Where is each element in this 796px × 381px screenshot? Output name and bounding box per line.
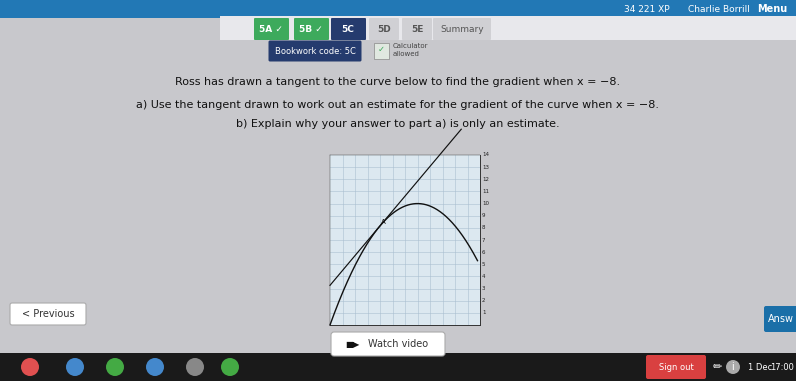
Text: 5D: 5D bbox=[377, 24, 391, 34]
FancyBboxPatch shape bbox=[646, 355, 706, 379]
FancyBboxPatch shape bbox=[331, 332, 445, 356]
FancyBboxPatch shape bbox=[764, 306, 796, 332]
Text: 11: 11 bbox=[482, 189, 489, 194]
Text: 5E: 5E bbox=[411, 24, 423, 34]
Text: ■▶: ■▶ bbox=[345, 339, 359, 349]
Text: 10: 10 bbox=[482, 201, 489, 206]
FancyBboxPatch shape bbox=[331, 18, 366, 40]
Text: 5A ✓: 5A ✓ bbox=[259, 24, 283, 34]
Text: Watch video: Watch video bbox=[368, 339, 428, 349]
Text: 12: 12 bbox=[482, 177, 489, 182]
Text: Ross has drawn a tangent to the curve below to find the gradient when x = −8.: Ross has drawn a tangent to the curve be… bbox=[175, 77, 621, 87]
FancyBboxPatch shape bbox=[402, 18, 432, 40]
Bar bbox=[0, 0, 796, 18]
Circle shape bbox=[186, 358, 204, 376]
Text: ✏: ✏ bbox=[712, 362, 722, 372]
Text: b) Explain why your answer to part a) is only an estimate.: b) Explain why your answer to part a) is… bbox=[236, 119, 560, 129]
Bar bbox=[220, 16, 796, 40]
Text: 14: 14 bbox=[482, 152, 489, 157]
Circle shape bbox=[106, 358, 124, 376]
Text: Calculator
allowed: Calculator allowed bbox=[393, 43, 428, 57]
Text: < Previous: < Previous bbox=[21, 309, 74, 319]
Bar bbox=[330, 155, 480, 325]
Text: Summary: Summary bbox=[440, 24, 484, 34]
Text: 1: 1 bbox=[482, 311, 486, 315]
Text: Answ: Answ bbox=[768, 314, 794, 324]
Text: 5B ✓: 5B ✓ bbox=[299, 24, 323, 34]
Circle shape bbox=[221, 358, 239, 376]
Text: i: i bbox=[732, 362, 735, 372]
Text: a) Use the tangent drawn to work out an estimate for the gradient of the curve w: a) Use the tangent drawn to work out an … bbox=[136, 100, 660, 110]
Text: 2: 2 bbox=[482, 298, 486, 303]
FancyBboxPatch shape bbox=[268, 40, 361, 61]
Text: 9: 9 bbox=[482, 213, 486, 218]
Text: Charlie Borrill: Charlie Borrill bbox=[688, 5, 750, 13]
Text: 5: 5 bbox=[482, 262, 486, 267]
Text: 1 Dec: 1 Dec bbox=[748, 362, 772, 371]
FancyBboxPatch shape bbox=[433, 18, 491, 40]
Bar bbox=[0, 353, 796, 381]
Text: Menu: Menu bbox=[757, 4, 787, 14]
Text: 3: 3 bbox=[482, 286, 486, 291]
FancyBboxPatch shape bbox=[369, 18, 399, 40]
Circle shape bbox=[66, 358, 84, 376]
Text: 5C: 5C bbox=[341, 24, 354, 34]
Circle shape bbox=[726, 360, 740, 374]
FancyBboxPatch shape bbox=[254, 18, 289, 40]
Text: Bookwork code: 5C: Bookwork code: 5C bbox=[275, 46, 356, 56]
FancyBboxPatch shape bbox=[294, 18, 329, 40]
Text: 7: 7 bbox=[482, 237, 486, 242]
Circle shape bbox=[21, 358, 39, 376]
Text: 34 221 XP: 34 221 XP bbox=[624, 5, 669, 13]
Text: 13: 13 bbox=[482, 165, 489, 170]
Circle shape bbox=[146, 358, 164, 376]
Text: A: A bbox=[381, 219, 386, 225]
Text: 6: 6 bbox=[482, 250, 486, 255]
Text: 8: 8 bbox=[482, 225, 486, 231]
Bar bbox=[374, 43, 389, 59]
Text: ✓: ✓ bbox=[377, 45, 384, 53]
FancyBboxPatch shape bbox=[10, 303, 86, 325]
Text: 4: 4 bbox=[482, 274, 486, 279]
Text: Sign out: Sign out bbox=[658, 362, 693, 371]
Text: 17:00: 17:00 bbox=[770, 362, 794, 371]
